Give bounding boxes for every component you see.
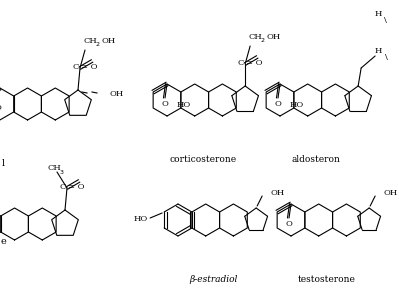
Text: O: O bbox=[0, 104, 1, 112]
Text: \: \ bbox=[384, 16, 387, 24]
Text: C: C bbox=[73, 63, 79, 71]
Text: CH: CH bbox=[47, 164, 61, 172]
Text: = O: = O bbox=[246, 59, 263, 67]
Text: HO: HO bbox=[134, 215, 148, 223]
Text: e: e bbox=[0, 237, 6, 246]
Text: = O: = O bbox=[81, 63, 97, 71]
Text: H: H bbox=[375, 10, 382, 18]
Text: O: O bbox=[286, 220, 292, 228]
Text: CH: CH bbox=[83, 37, 97, 45]
Text: corticosterone: corticosterone bbox=[169, 155, 236, 164]
Text: HO: HO bbox=[289, 101, 304, 109]
Text: O: O bbox=[162, 100, 168, 108]
Text: C: C bbox=[238, 59, 244, 67]
Text: 2: 2 bbox=[260, 39, 264, 43]
Text: OH: OH bbox=[266, 33, 280, 41]
Text: aldosteron: aldosteron bbox=[291, 155, 340, 164]
Text: testosterone: testosterone bbox=[298, 275, 356, 285]
Text: C: C bbox=[59, 183, 66, 191]
Text: β-estradiol: β-estradiol bbox=[190, 275, 238, 285]
Text: l: l bbox=[2, 158, 4, 167]
Text: 3: 3 bbox=[60, 170, 64, 175]
Text: HO: HO bbox=[176, 101, 191, 109]
Text: OH: OH bbox=[383, 189, 397, 197]
Text: = O: = O bbox=[68, 183, 85, 191]
Text: CH: CH bbox=[248, 33, 262, 41]
Text: 2: 2 bbox=[95, 42, 99, 48]
Text: OH: OH bbox=[110, 90, 124, 98]
Text: OH: OH bbox=[270, 189, 284, 197]
Text: \: \ bbox=[385, 53, 387, 61]
Text: O: O bbox=[275, 100, 281, 108]
Text: H: H bbox=[375, 47, 382, 55]
Text: OH: OH bbox=[101, 37, 115, 45]
